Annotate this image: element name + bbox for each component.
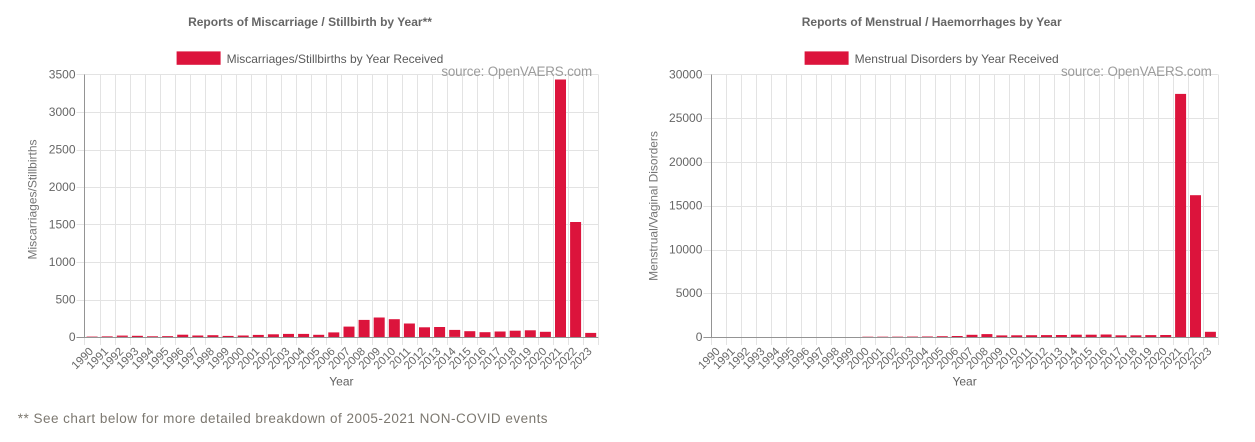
svg-text:Menstrual Disorders by Year Re: Menstrual Disorders by Year Received <box>855 52 1059 66</box>
svg-text:Menstrual/Vaginal Disorders: Menstrual/Vaginal Disorders <box>647 131 661 281</box>
svg-text:Year: Year <box>952 374 976 388</box>
svg-text:3000: 3000 <box>49 105 76 119</box>
svg-text:Miscarriages/Stillbirths by Ye: Miscarriages/Stillbirths by Year Receive… <box>227 52 444 66</box>
svg-text:25000: 25000 <box>669 111 703 125</box>
svg-text:500: 500 <box>55 292 75 306</box>
svg-text:Reports of Miscarriage / Still: Reports of Miscarriage / Stillbirth by Y… <box>188 15 432 29</box>
svg-text:1500: 1500 <box>49 217 76 231</box>
svg-text:2000: 2000 <box>49 180 76 194</box>
svg-text:Reports of Menstrual / Haemorr: Reports of Menstrual / Haemorrhages by Y… <box>802 15 1062 29</box>
svg-text:5000: 5000 <box>676 286 703 300</box>
svg-text:source: OpenVAERS.com: source: OpenVAERS.com <box>441 64 592 79</box>
svg-text:2500: 2500 <box>49 142 76 156</box>
svg-text:10000: 10000 <box>669 242 703 256</box>
svg-text:Year: Year <box>329 374 353 388</box>
svg-text:1000: 1000 <box>49 255 76 269</box>
svg-text:15000: 15000 <box>669 199 703 213</box>
svg-text:20000: 20000 <box>669 155 703 169</box>
svg-text:** See chart below for more de: ** See chart below for more detailed bre… <box>18 411 548 426</box>
svg-text:30000: 30000 <box>669 67 703 81</box>
svg-text:0: 0 <box>69 330 76 344</box>
svg-text:0: 0 <box>696 330 703 344</box>
svg-text:source: OpenVAERS.com: source: OpenVAERS.com <box>1061 64 1212 79</box>
svg-text:3500: 3500 <box>49 67 76 81</box>
svg-text:Miscarriages/Stillbirths: Miscarriages/Stillbirths <box>25 139 39 259</box>
